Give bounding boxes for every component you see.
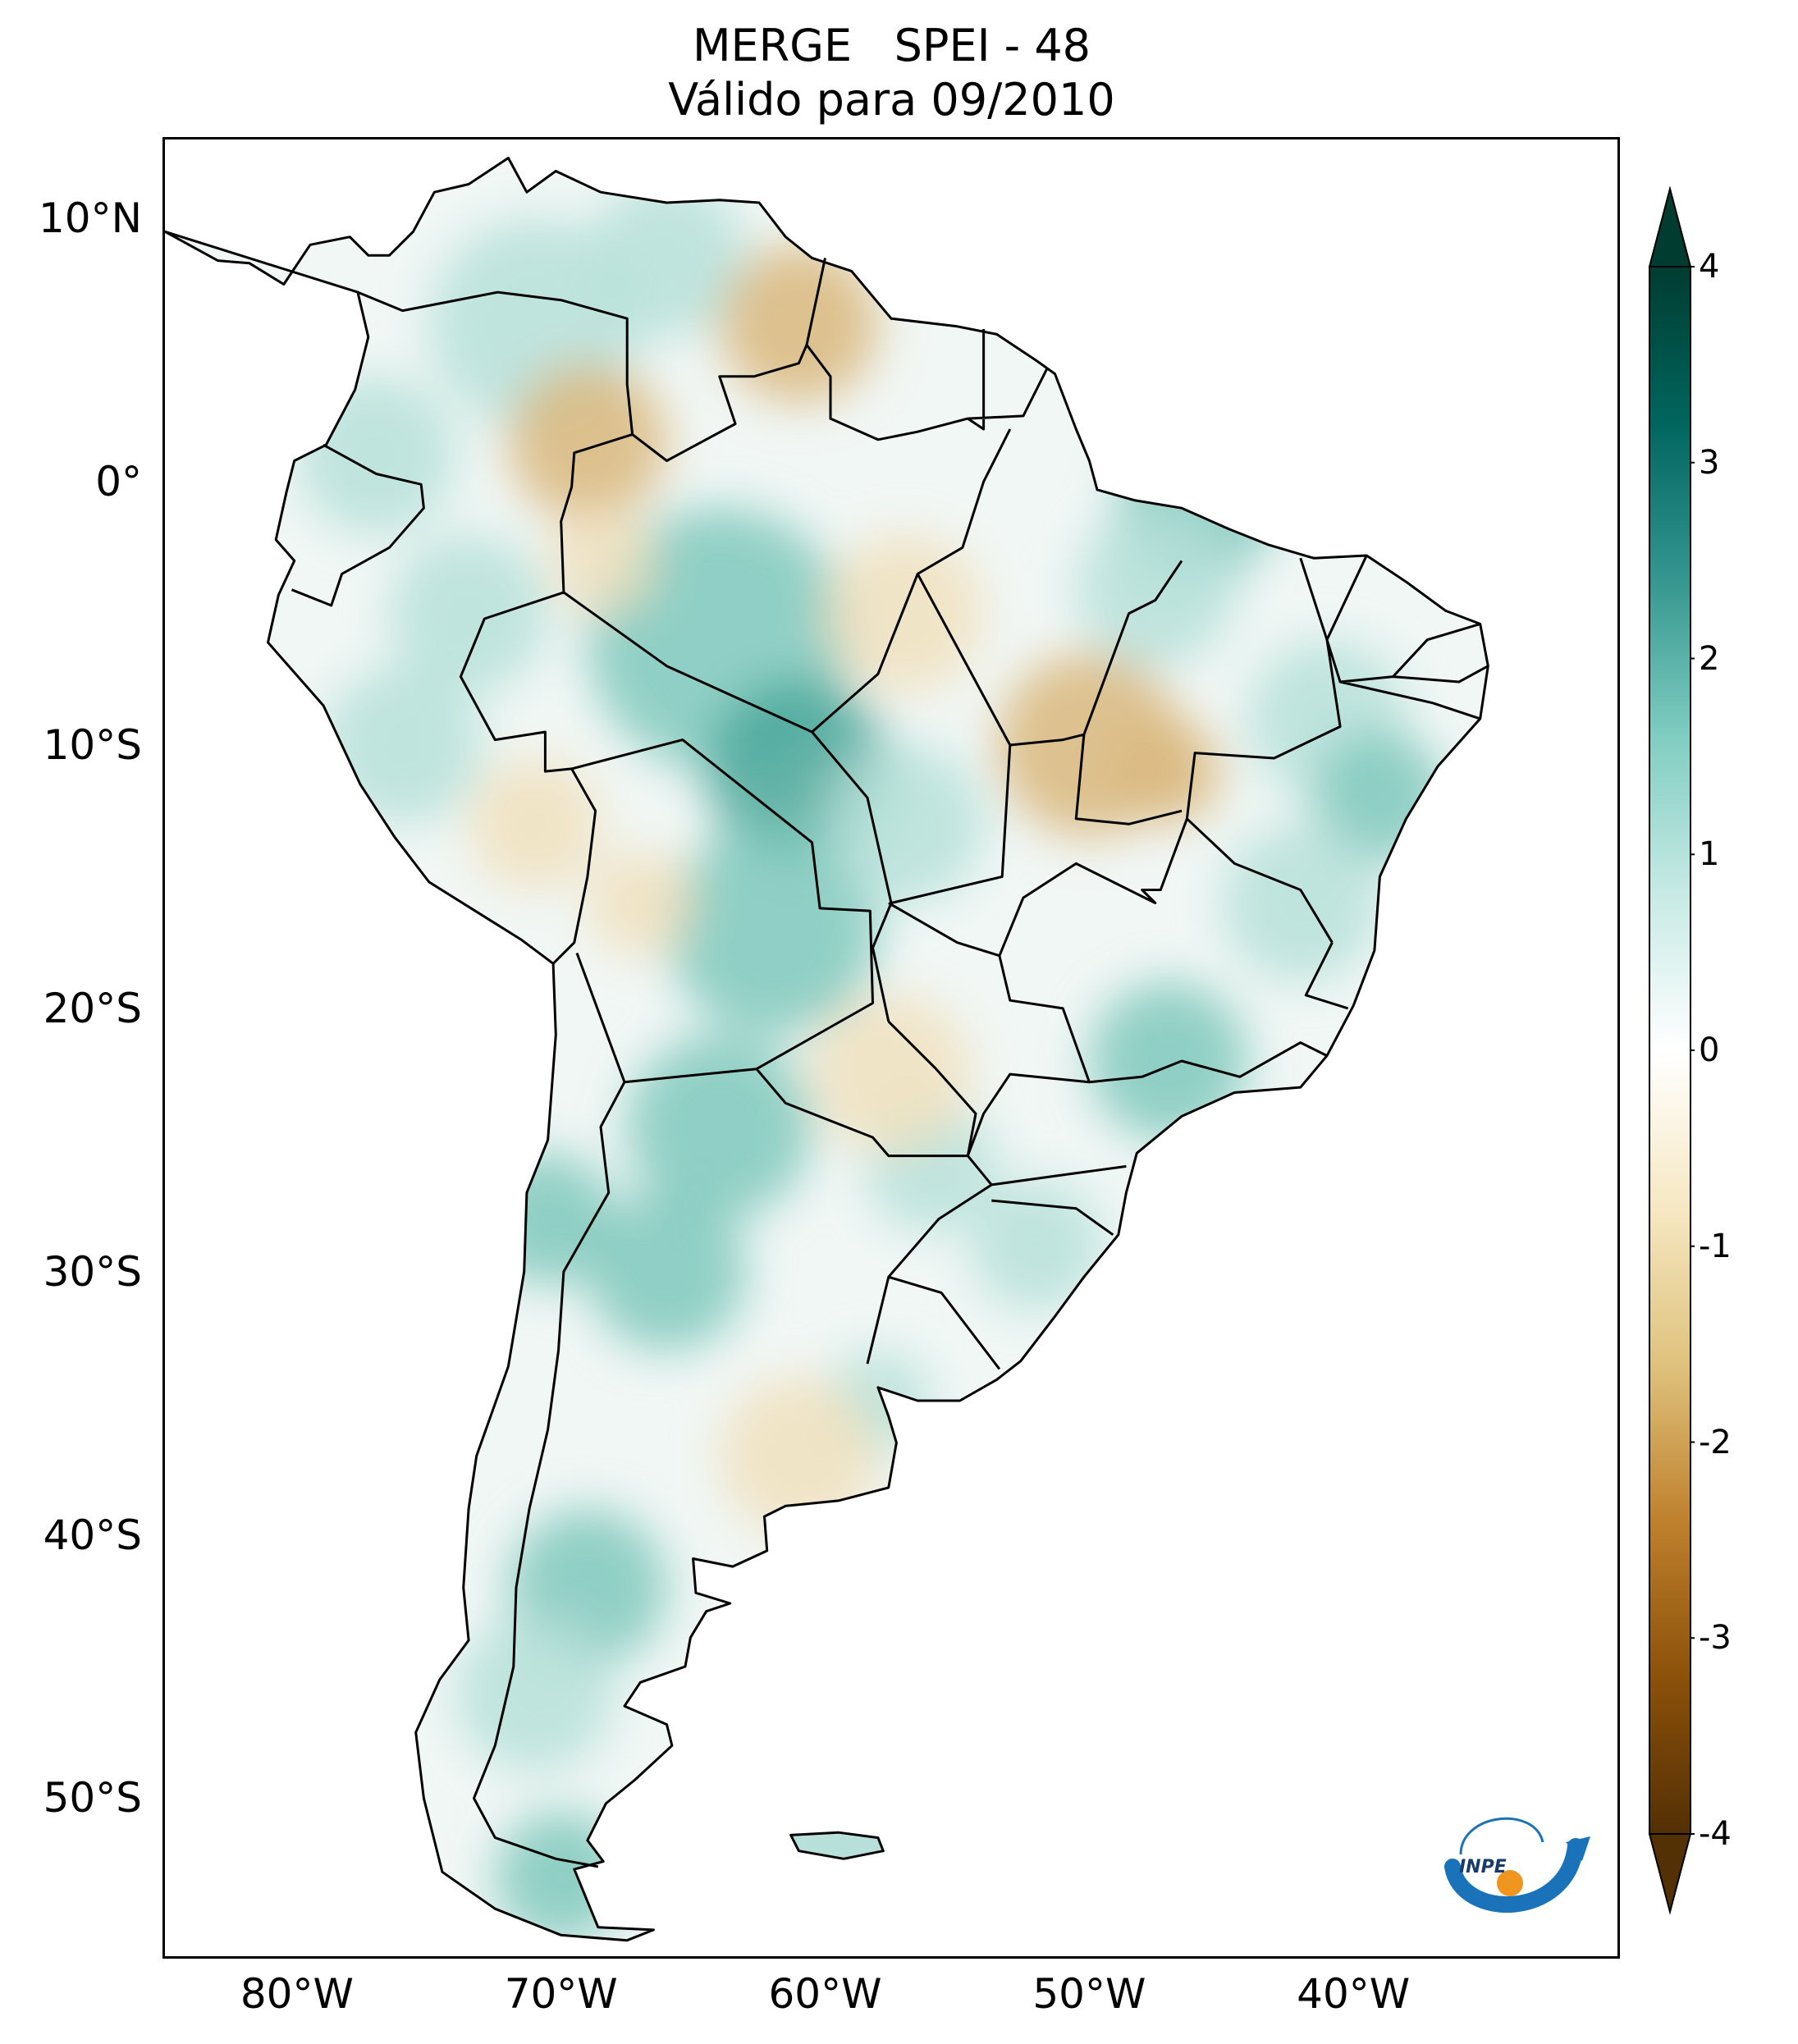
dry-anomaly-area [812, 995, 971, 1154]
wet-anomaly-area [1076, 507, 1235, 667]
lat-tick-0: 0° [95, 458, 142, 506]
colorbar-extend-bottom [1648, 1833, 1692, 1915]
wet-anomaly-area [296, 376, 455, 535]
dry-anomaly-area [719, 245, 878, 404]
lat-tick-10s: 10°S [43, 721, 142, 769]
wet-anomaly-area [970, 1179, 1103, 1312]
wet-anomaly-area [455, 1613, 615, 1772]
colorbar-tick-4: 4 [1699, 248, 1720, 286]
colorbar-extend-top [1648, 185, 1692, 268]
logo-orbit-icon [1459, 1817, 1544, 1855]
dry-anomaly-area [547, 508, 654, 614]
colorbar-tick-0: 0 [1699, 1031, 1720, 1069]
logo-sun-icon [1497, 1870, 1523, 1896]
lat-tick-40s: 40°S [43, 1511, 142, 1559]
wet-anomaly-area [1089, 981, 1248, 1141]
inpe-logo: INPE [1444, 1817, 1590, 1913]
lon-tick-80w: 80°W [240, 1970, 354, 2018]
logo-swoosh-icon [1444, 1838, 1584, 1913]
dry-anomaly-area [1115, 718, 1222, 825]
colorbar-tick-minus2: -2 [1699, 1423, 1732, 1461]
wet-anomaly-area [323, 665, 483, 825]
lat-tick-20s: 20°S [43, 984, 142, 1032]
lat-tick-30s: 30°S [43, 1247, 142, 1296]
colorbar-tick-3: 3 [1699, 443, 1720, 482]
dry-anomaly-area [719, 1376, 878, 1535]
wet-anomaly-area [1221, 823, 1380, 983]
wet-anomaly-area [587, 1192, 746, 1351]
colorbar-tick-1: 1 [1699, 835, 1720, 874]
lat-tick-10n: 10°N [38, 194, 142, 243]
malvinas-islands [790, 1832, 884, 1859]
political-borders [165, 157, 1489, 1942]
map-subtitle-date: Válido para 09/2010 [668, 74, 1115, 126]
logo-arrow-icon [1566, 1836, 1590, 1861]
lon-tick-60w: 60°W [768, 1970, 882, 2018]
wet-anomaly-area [495, 1811, 628, 1941]
logo-text: INPE [1459, 1857, 1507, 1877]
wet-anomaly-area [825, 744, 984, 903]
wet-anomaly-area [389, 534, 548, 693]
dry-anomaly-area [825, 534, 984, 693]
internal-borders [291, 258, 1489, 1868]
colorbar-tick-minus1: -1 [1699, 1227, 1732, 1265]
malvinas-outline [789, 1831, 885, 1860]
dry-anomaly-area [508, 363, 667, 522]
dry-anomaly-area [587, 850, 693, 956]
lon-tick-40w: 40°W [1297, 1970, 1411, 2018]
dry-anomaly-area [469, 757, 601, 890]
wet-anomaly-area [666, 823, 878, 1036]
lon-tick-70w: 70°W [504, 1970, 618, 2018]
colorbar [1648, 185, 1695, 1915]
colorbar-tick-minus3: -3 [1699, 1619, 1732, 1658]
wet-anomaly-area [587, 178, 746, 337]
lon-tick-50w: 50°W [1032, 1970, 1146, 2018]
colorbar-tick-minus4: -4 [1699, 1815, 1732, 1853]
map-title: MERGE SPEI - 48 [692, 20, 1091, 71]
colorbar-tick-2: 2 [1699, 639, 1720, 678]
map-frame [162, 137, 1620, 1959]
lat-tick-50s: 50°S [43, 1774, 142, 1822]
south-america-map [165, 157, 1489, 1942]
wet-anomaly-area [627, 1034, 812, 1219]
